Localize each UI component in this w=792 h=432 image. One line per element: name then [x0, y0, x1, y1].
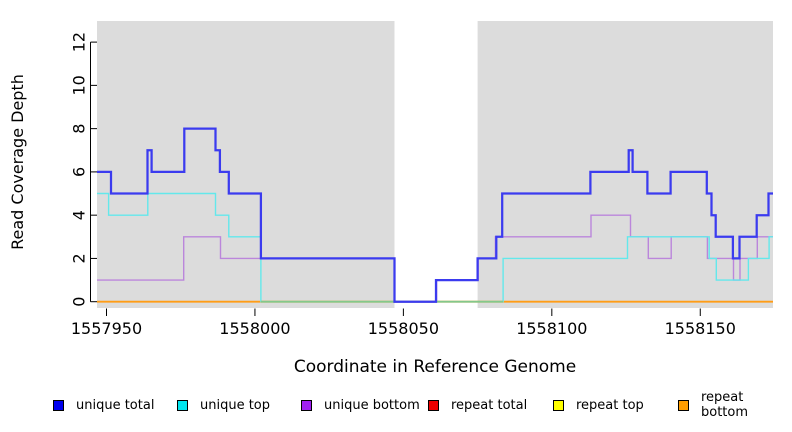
x-tick-label: 1558100 — [516, 319, 587, 338]
x-tick-label: 1557950 — [71, 319, 142, 338]
series-line-unique-top — [97, 192, 773, 303]
x-tick-label: 1558050 — [368, 319, 439, 338]
y-tick-label: 4 — [70, 210, 89, 220]
y-tick-label: 0 — [70, 297, 89, 307]
y-tick-label: 6 — [70, 167, 89, 177]
series-line-unique-total — [97, 127, 773, 303]
y-tick-label: 8 — [70, 124, 89, 134]
y-tick-label: 12 — [70, 32, 89, 52]
y-tick-label: 2 — [70, 253, 89, 263]
coverage-gap-band — [394, 21, 478, 308]
x-tick-label: 1558150 — [665, 319, 736, 338]
x-tick-label: 1558000 — [219, 319, 290, 338]
y-tick-label: 10 — [70, 75, 89, 95]
x-axis-label: Coordinate in Reference Genome — [293, 357, 577, 377]
y-axis-label: Read Coverage Depth — [8, 74, 27, 250]
